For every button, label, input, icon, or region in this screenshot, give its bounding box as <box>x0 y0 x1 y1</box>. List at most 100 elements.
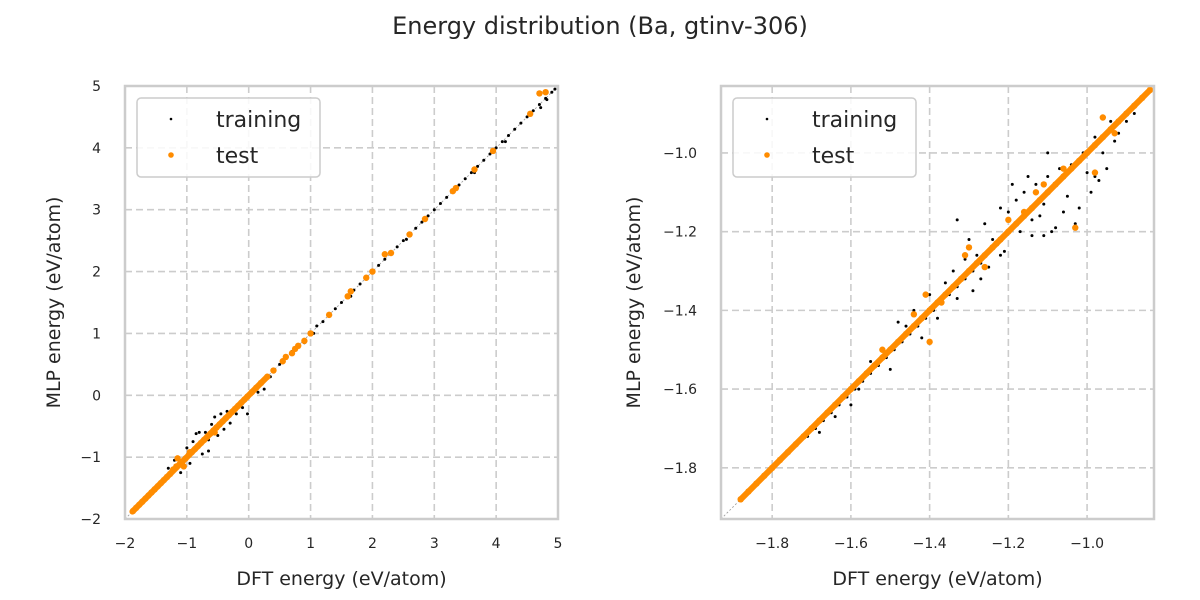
data-point-training <box>1093 135 1097 139</box>
data-point-training <box>213 415 217 419</box>
data-point-training <box>987 265 991 269</box>
legend-label-test: test <box>812 144 855 169</box>
data-point-training <box>1018 230 1022 234</box>
data-point-test <box>1072 224 1079 231</box>
data-layer <box>125 86 558 519</box>
data-point-training <box>476 164 480 168</box>
x-tick-label: −2 <box>115 536 136 552</box>
plot-full-range: −2 −1 0 1 2 3 4 5 −2 −1 0 1 2 3 4 5 DFT energy (eV/atom)… <box>43 79 562 590</box>
data-point-test <box>1111 130 1118 137</box>
data-point-test <box>910 311 918 318</box>
legend-marker-test <box>764 152 770 158</box>
data-point-training <box>457 183 461 187</box>
series-test <box>129 88 549 515</box>
legend-marker-training <box>169 117 173 121</box>
data-point-training <box>340 301 343 304</box>
data-point-training <box>241 406 245 410</box>
data-point-test <box>282 353 290 361</box>
data-point-test <box>981 263 988 271</box>
data-point-training <box>420 220 424 224</box>
data-point-training <box>1010 182 1014 186</box>
data-point-training <box>955 297 959 301</box>
data-point-training <box>194 432 198 436</box>
y-tick-label: 4 <box>92 141 101 157</box>
data-point-training <box>1113 139 1117 143</box>
data-point-training <box>1089 190 1093 194</box>
data-point-training <box>553 87 557 91</box>
data-point-test <box>542 88 549 96</box>
y-tick-label: 1 <box>92 326 101 342</box>
data-point-training <box>216 433 220 437</box>
data-point-training <box>404 237 408 241</box>
data-point-training <box>1046 151 1050 155</box>
data-point-test <box>536 90 543 97</box>
data-point-training <box>991 238 995 242</box>
plot-zoomed-range: −1.8 −1.6 −1.4 −1.2 −1.0 −1.8 −1.6 −1.4 −1.2 −1.0… <box>623 84 1156 590</box>
legend: training test <box>136 97 321 178</box>
data-point-training <box>817 430 821 434</box>
data-point-test <box>174 455 181 462</box>
data-point-training <box>262 387 266 391</box>
data-point-test <box>1032 189 1040 196</box>
data-point-training <box>445 195 449 199</box>
data-point-training <box>943 281 947 285</box>
data-point-training <box>234 412 238 416</box>
data-point-training <box>488 152 492 156</box>
data-point-training <box>503 140 507 144</box>
data-point-test <box>1005 216 1012 224</box>
x-tick-label: −1.0 <box>1070 536 1104 552</box>
axes-frame <box>719 84 1156 521</box>
y-tick-label: −1.6 <box>663 382 697 398</box>
data-point-training <box>1006 210 1010 214</box>
data-point-training <box>1030 234 1034 238</box>
data-point-test <box>452 184 460 192</box>
data-point-training <box>219 412 223 416</box>
data-point-training <box>1038 214 1042 218</box>
data-point-test <box>295 342 302 349</box>
data-point-training <box>513 127 517 131</box>
data-point-training <box>1058 167 1062 171</box>
data-point-training <box>197 430 201 434</box>
data-point-training <box>414 226 418 230</box>
y-tick-label: −1.4 <box>663 303 697 319</box>
data-point-training <box>896 320 900 324</box>
data-point-training <box>967 238 971 242</box>
data-point-test <box>381 251 388 258</box>
y-axis-label: MLP energy (eV/atom) <box>43 197 65 409</box>
data-point-training <box>1030 218 1034 222</box>
data-point-training <box>955 218 959 222</box>
legend-marker-training <box>765 117 769 121</box>
data-point-training <box>200 452 204 456</box>
data-point-test <box>922 291 929 298</box>
data-point-test <box>270 367 277 374</box>
data-point-training <box>519 121 523 125</box>
data-point-training <box>1042 202 1046 206</box>
data-point-training <box>525 115 529 119</box>
y-tick-label: −2 <box>80 512 101 528</box>
legend: training test <box>732 97 917 178</box>
legend-label-training: training <box>812 108 897 133</box>
data-point-training <box>469 171 473 175</box>
x-tick-label: −1.6 <box>834 536 868 552</box>
data-point-training <box>888 367 892 371</box>
data-point-test <box>344 293 351 300</box>
legend-label-test: test <box>216 144 259 169</box>
y-tick-label: 0 <box>92 388 101 404</box>
data-point-training <box>936 316 939 320</box>
data-point-training <box>482 158 486 162</box>
data-point-training <box>951 269 955 273</box>
data-point-training <box>550 90 554 94</box>
data-point-training <box>1097 178 1101 182</box>
data-point-training <box>203 430 207 434</box>
data-point-training <box>383 257 387 261</box>
data-point-training <box>1050 230 1054 234</box>
y-tick-label: −1.0 <box>663 146 697 162</box>
y-tick-label: −1.8 <box>663 461 697 477</box>
data-layer <box>721 86 1154 519</box>
data-point-training <box>1002 249 1006 253</box>
data-point-training <box>1034 182 1038 186</box>
data-point-test <box>325 311 333 319</box>
data-point-test <box>1040 181 1047 188</box>
data-point-training <box>998 253 1002 257</box>
data-point-training <box>1101 151 1105 155</box>
